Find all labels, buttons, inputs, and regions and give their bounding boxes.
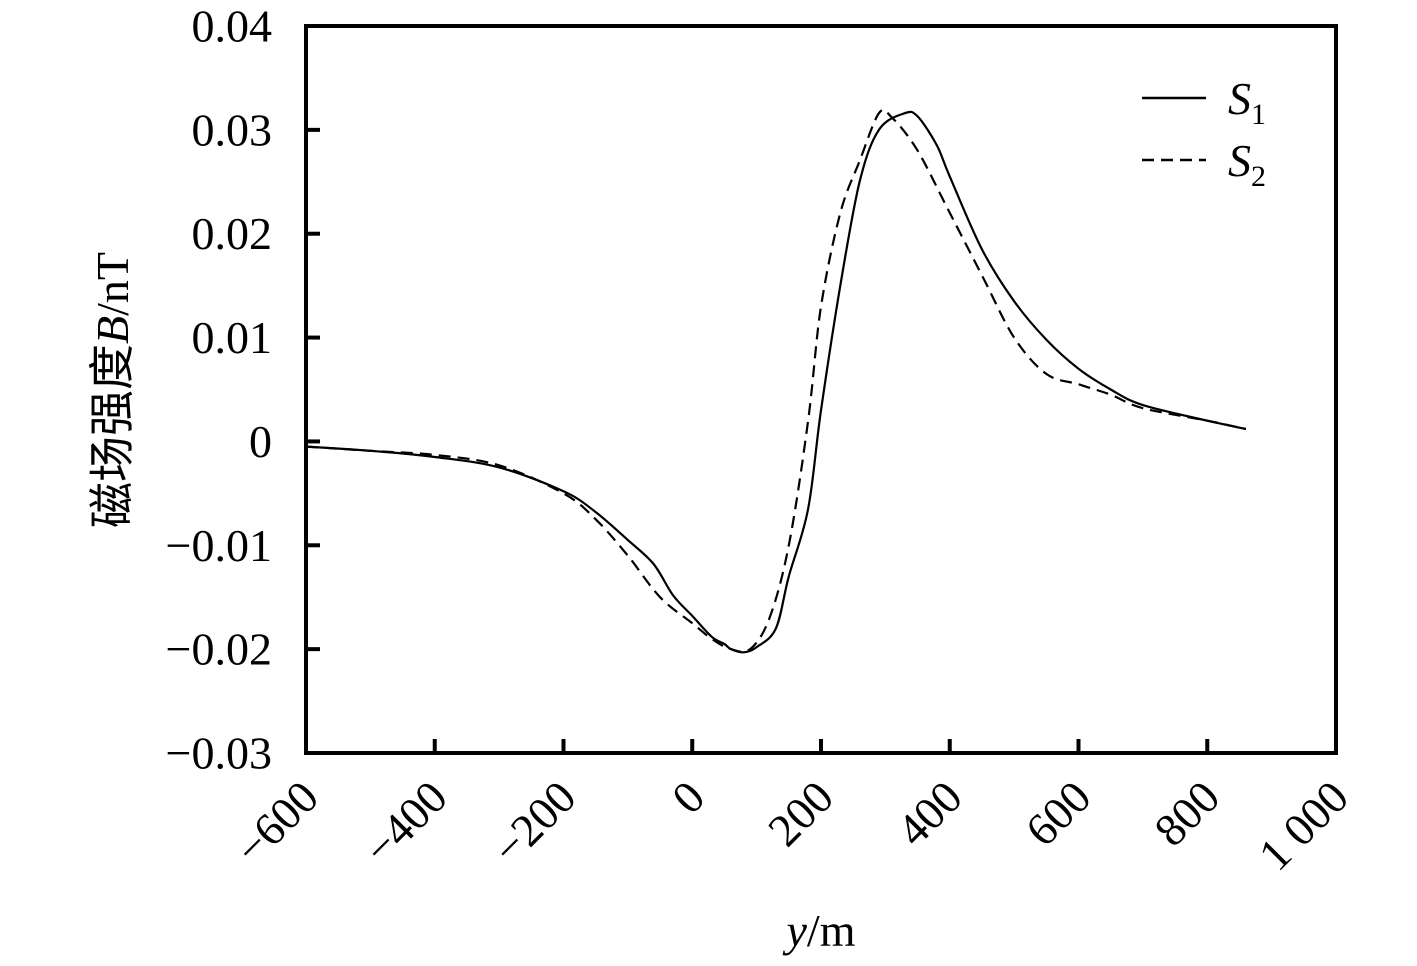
series-layer bbox=[305, 108, 1247, 654]
x-tick-label: 800 bbox=[1144, 771, 1229, 856]
y-tick-label: 0.04 bbox=[192, 1, 273, 52]
x-axis-title: y/m bbox=[783, 905, 856, 956]
legend-label-s1: S1 bbox=[1228, 73, 1266, 131]
x-tick-label: 200 bbox=[758, 771, 843, 856]
x-tick-label: 0 bbox=[662, 771, 714, 823]
y-tick-label: −0.03 bbox=[166, 728, 272, 779]
y-tick-label: 0 bbox=[249, 416, 272, 467]
y-tick-label: −0.02 bbox=[166, 624, 272, 675]
series-line-s1 bbox=[305, 110, 1247, 654]
y-axis: 0.04 0.03 0.02 0.01 0 −0.01 −0.02 −0.03 bbox=[166, 1, 320, 779]
y-axis-title: 磁场强度B/nT bbox=[87, 252, 138, 528]
x-tick-label: −600 bbox=[225, 771, 328, 874]
x-axis: −600 −400 −200 0 200 400 600 800 1 000 bbox=[225, 739, 1358, 880]
x-tick-label: 600 bbox=[1016, 771, 1101, 856]
y-tick-label: 0.02 bbox=[192, 208, 273, 259]
y-tick-label: 0.01 bbox=[192, 312, 273, 363]
plot-frame bbox=[304, 24, 1338, 755]
x-tick-label: −400 bbox=[354, 771, 457, 874]
y-tick-label: 0.03 bbox=[192, 104, 273, 155]
x-tick-label: 1 000 bbox=[1249, 771, 1358, 880]
series-line-s2 bbox=[305, 108, 1247, 653]
x-tick-label: −200 bbox=[482, 771, 585, 874]
legend-label-s2: S2 bbox=[1228, 135, 1266, 193]
x-tick-label: 400 bbox=[887, 771, 972, 856]
y-tick-label: −0.01 bbox=[166, 520, 272, 571]
